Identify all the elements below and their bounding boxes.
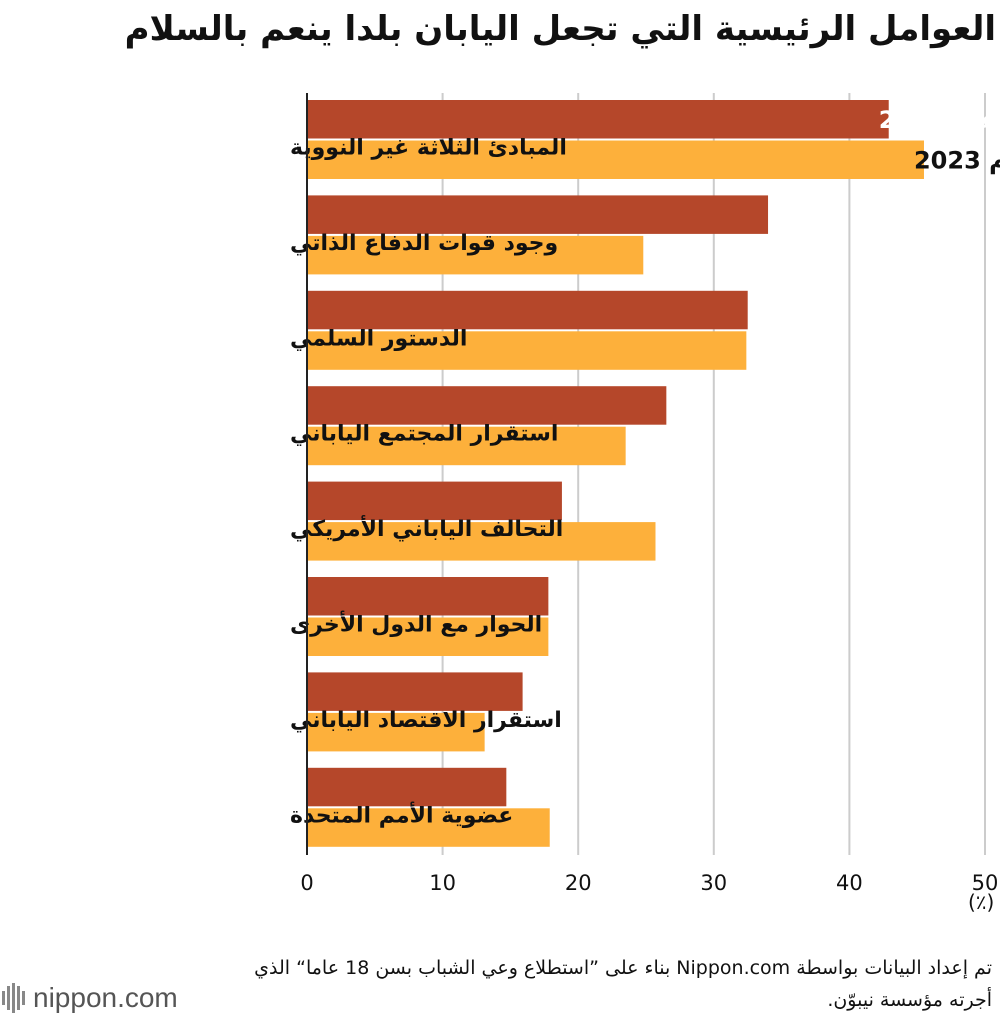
bar-2023 (307, 235, 644, 275)
x-tick-label: 20 (565, 871, 592, 895)
bar-2023 (307, 522, 656, 561)
bar-2026 (307, 767, 507, 807)
legend-label-2023: مسح عام 2023 (914, 147, 1000, 175)
category-label: الحوار مع الدول الأخرى (290, 610, 542, 638)
bar-2026 (307, 100, 889, 139)
bar-2026 (307, 290, 748, 330)
bar-2023 (307, 617, 549, 656)
category-label: التحالف الياباني الأمريكي (290, 514, 563, 542)
bar-2026 (307, 481, 562, 521)
bar-2026 (307, 672, 523, 711)
source-note: تم إعداد البيانات بواسطة Nippon.com بناء… (254, 957, 992, 1011)
nippon-logo: nippon.com (2, 978, 178, 1018)
category-label: عضوية الأمم المتحدة (290, 800, 513, 828)
chart-title: العوامل الرئيسية التي تجعل اليابان بلدا … (124, 9, 996, 49)
x-tick-label: 10 (429, 871, 456, 895)
bar-chart: 0 10 20 30 40 50 المبادئ الثلاثة غير النووية وج… (290, 93, 1000, 895)
category-label: الدستور السلمي (290, 326, 467, 351)
category-label: المبادئ الثلاثة غير النووية (290, 136, 567, 161)
bar-2023 (307, 426, 626, 466)
unit-label: (٪) (968, 890, 995, 914)
category-label: وجود قوات الدفاع الذاتي (290, 231, 558, 256)
bar-2023 (307, 808, 550, 847)
bar-2023 (307, 140, 924, 179)
logo-mark-icon (2, 983, 25, 1013)
bar-2026 (307, 577, 549, 616)
logo-text: nippon.com (33, 982, 178, 1013)
bar-2026 (307, 195, 769, 234)
bar-2026 (307, 386, 667, 425)
bar-2023 (307, 712, 485, 752)
category-label: استقرار الاقتصاد الياباني (290, 708, 562, 733)
x-tick-label: 40 (836, 871, 863, 895)
x-tick-label: 30 (700, 871, 727, 895)
bar-2023 (307, 331, 747, 370)
legend-label-2026: مسح عام 2026 (879, 106, 1000, 134)
x-tick-label: 50 (972, 871, 999, 895)
category-label: استقرار المجتمع الياباني (290, 422, 558, 447)
x-tick-label: 0 (300, 871, 313, 895)
